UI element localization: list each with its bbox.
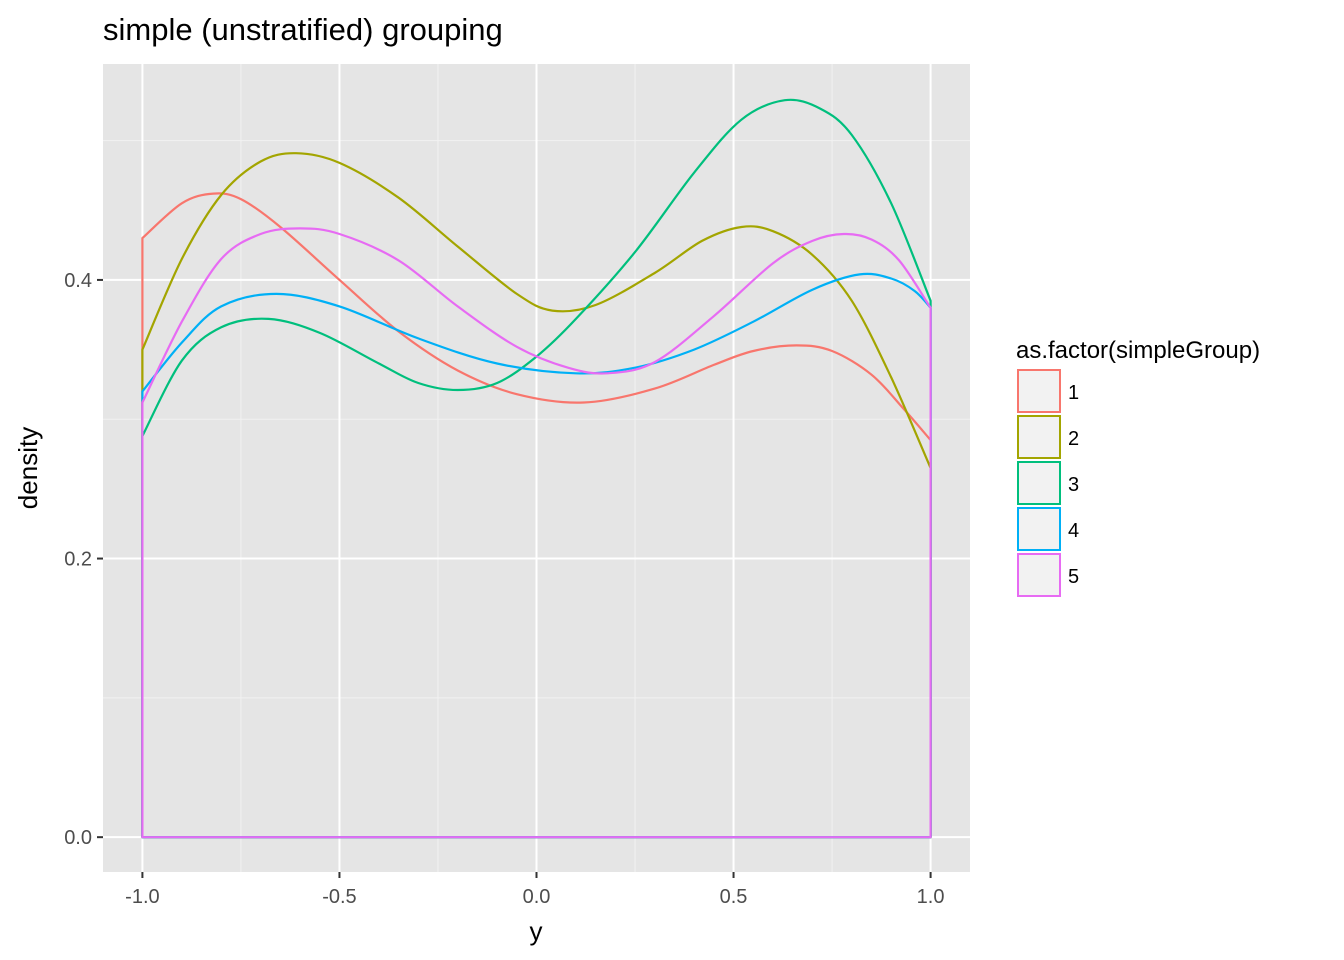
legend-key-1 [1017,369,1061,413]
y-axis-title: density [13,427,43,509]
legend-label-1: 1 [1068,382,1079,404]
density-curve-series-3 [141,98,932,839]
legend-key-3 [1017,461,1061,505]
legend-title: as.factor(simpleGroup) [1016,337,1260,364]
y-tick-label: 0.2 [64,549,92,571]
x-axis-title: y [530,916,543,946]
x-tick-label: 0.0 [523,886,551,908]
density-curves [141,98,932,839]
major-gridlines [103,64,970,872]
density-curve-series-1 [141,192,932,839]
chart-title: simple (unstratified) grouping [103,12,503,47]
x-tick-label: 0.5 [720,886,748,908]
legend-label-3: 3 [1068,474,1079,496]
y-axis: 0.0 0.2 0.4 [64,270,103,849]
density-curve-series-5 [141,227,932,839]
legend-key-2 [1017,415,1061,459]
legend-key-5 [1017,553,1061,597]
y-tick-label: 0.0 [64,827,92,849]
x-tick-label: 1.0 [917,886,945,908]
x-axis: -1.0 -0.5 0.0 0.5 1.0 [125,872,944,908]
legend-label-4: 4 [1068,520,1079,542]
legend: as.factor(simpleGroup) 1 2 3 4 5 [1016,337,1260,597]
legend-label-2: 2 [1068,428,1079,450]
y-tick-label: 0.4 [64,270,92,292]
legend-key-4 [1017,507,1061,551]
x-tick-label: -0.5 [322,886,356,908]
density-curve-series-2 [141,152,932,839]
x-tick-label: -1.0 [125,886,159,908]
legend-label-5: 5 [1068,566,1079,588]
